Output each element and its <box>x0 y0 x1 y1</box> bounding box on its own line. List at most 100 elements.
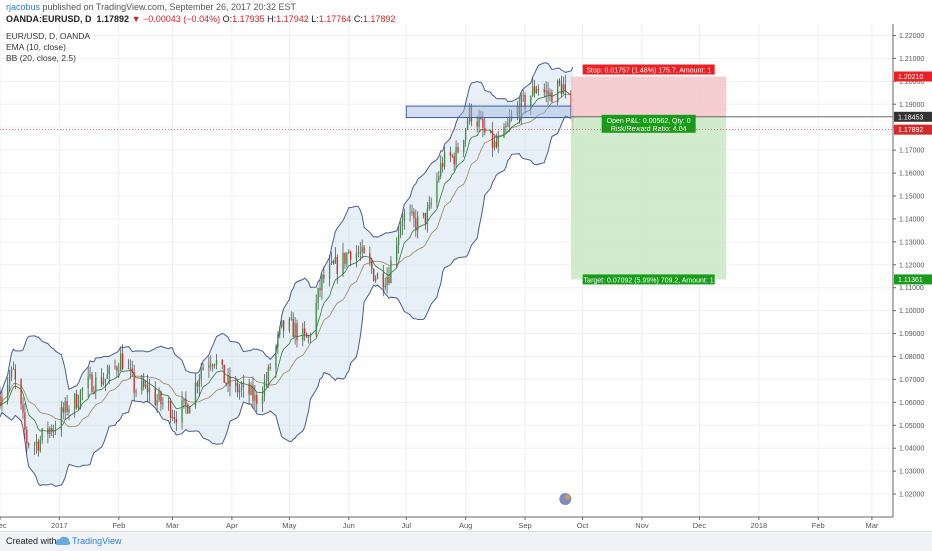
candle-body <box>489 130 492 133</box>
price-tag-stop <box>894 71 932 82</box>
avatar-detail <box>564 494 570 500</box>
candle-body <box>330 260 333 264</box>
candle-body <box>399 226 402 236</box>
y-tick-label: 1.04000 <box>899 446 924 453</box>
candle-body <box>127 368 130 370</box>
candle-body <box>292 318 294 337</box>
candle-body <box>556 80 559 103</box>
candle-body <box>173 416 176 420</box>
candle-body <box>6 385 9 397</box>
symbol-name: OANDA:EURUSD, D <box>6 14 92 24</box>
legend-symbol: EUR/USD, D, OANDA <box>6 31 91 41</box>
candle-body <box>223 364 225 383</box>
candle-body <box>194 382 197 407</box>
candle-body <box>89 374 91 377</box>
candle-body <box>436 180 438 203</box>
candle-body <box>77 404 80 408</box>
pnl-label-box <box>601 114 696 133</box>
y-tick-label: 1.07000 <box>899 377 924 384</box>
candle-body <box>376 273 379 279</box>
candle-body <box>215 359 218 365</box>
candle-body <box>290 318 292 320</box>
price-chart[interactable]: Stop: 0.01757 (1.48%) 175.7, Amount: 1 Op… <box>0 24 932 531</box>
open-label: O: <box>222 14 233 24</box>
candle-body <box>200 369 202 379</box>
high-value: 1.17942 <box>276 14 309 24</box>
tradingview-logo-text[interactable]: TradingView <box>72 536 122 546</box>
candle-body <box>102 381 105 385</box>
price-change: −0.00043 (−0.04%) <box>143 14 221 24</box>
bollinger-basis-line <box>0 93 574 428</box>
candle-body <box>422 212 425 217</box>
candle-body <box>440 163 442 177</box>
down-arrow-icon: ▼ <box>131 14 141 24</box>
candle-body <box>252 385 254 401</box>
candle-body <box>315 302 317 335</box>
candle-body <box>39 440 41 451</box>
candle-body <box>371 261 373 269</box>
candle-body <box>497 137 499 147</box>
x-tick-label: Nov <box>635 521 649 530</box>
author-link[interactable]: rjacobus <box>6 2 41 12</box>
target-label-box <box>582 274 715 285</box>
tradingview-cloud-icon <box>55 536 71 545</box>
candle-body <box>551 92 553 103</box>
candle-body <box>187 404 189 414</box>
stop-loss-zone <box>571 76 727 117</box>
candle-body <box>532 86 534 96</box>
candle-body <box>282 320 285 331</box>
y-tick-label: 1.06000 <box>899 400 924 407</box>
candle-body <box>411 211 413 213</box>
price-tag-stop-text: 1.20210 <box>898 74 923 81</box>
x-tick-label: Feb <box>812 521 825 530</box>
candle-body <box>154 387 156 405</box>
created-with-text: Created with <box>6 536 57 546</box>
y-tick-label: 1.14000 <box>899 216 924 223</box>
candle-body <box>558 80 561 84</box>
candle-body <box>545 90 547 93</box>
candle-body <box>355 253 358 260</box>
candle-body <box>79 390 82 405</box>
candle-body <box>248 383 250 395</box>
close-label: C: <box>353 14 363 24</box>
candle-body <box>91 374 93 393</box>
candle-body <box>263 381 266 396</box>
legend-ema: EMA (10, close) <box>6 42 66 52</box>
candle-body <box>64 401 66 413</box>
candle-body <box>81 388 84 391</box>
candle-body <box>334 256 337 264</box>
candle-body <box>12 368 15 370</box>
y-tick-label: 1.16000 <box>899 171 924 178</box>
candle-body <box>250 385 252 395</box>
price-tag-target <box>894 274 932 285</box>
candle-body <box>363 246 365 254</box>
candle-body <box>396 245 398 261</box>
candle-body <box>95 377 97 393</box>
candle-body <box>148 387 151 393</box>
candle-body <box>415 218 417 231</box>
candle-body <box>51 428 53 432</box>
candle-body <box>121 353 124 369</box>
candle-body <box>397 235 400 246</box>
price-tag-target-text: 1.11361 <box>898 277 923 284</box>
candle-body <box>537 88 540 90</box>
candle-body <box>14 369 17 380</box>
candle-body <box>388 276 390 284</box>
candle-body <box>361 246 363 252</box>
x-tick-label: Oct <box>577 521 590 530</box>
candle-body <box>108 366 110 375</box>
candle-body <box>0 395 1 406</box>
candle-body <box>118 370 120 372</box>
candle-body <box>261 395 264 404</box>
candle-body <box>522 95 524 96</box>
candle-body <box>162 402 164 405</box>
candle-body <box>131 368 133 373</box>
candle-body <box>213 364 216 366</box>
author-avatar-icon <box>559 493 572 505</box>
candle-body <box>144 384 147 387</box>
candle-body <box>455 146 457 165</box>
candle-body <box>305 333 308 338</box>
y-tick-label: 1.17000 <box>899 148 924 155</box>
candle-body <box>562 84 565 95</box>
candle-body <box>210 364 212 366</box>
